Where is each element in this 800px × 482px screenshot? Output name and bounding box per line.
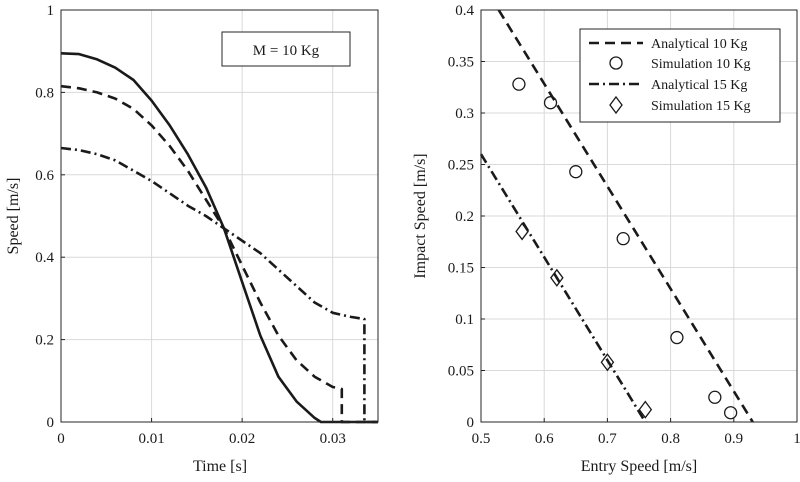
- left-y-axis-label: Speed [m/s]: [5, 178, 22, 255]
- speed-curve-dash-dot: [60, 146, 378, 424]
- legend-analytical-10-label: Analytical 10 Kg: [651, 37, 747, 52]
- right-y-tick-label: 0.35: [448, 55, 474, 71]
- right-chart: 0.5 0.6 0.7 0.8 0.9 1 0 0.05 0.1 0.15 0.2 0.25 0.3 0.…: [412, 3, 800, 475]
- right-x-tick-label: 0.7: [598, 431, 617, 447]
- right-y-tick-label: 0.25: [448, 158, 474, 174]
- left-chart: 0 0.01 0.02 0.03 0 0.2 0.4 0.6 0.8 1 M = 10 Kg Ti…: [5, 3, 379, 475]
- simulation-10-kg-point: [616, 232, 630, 246]
- left-x-tick-label: 0.02: [229, 431, 255, 447]
- simulation-10-kg-point: [708, 390, 722, 404]
- legend-simulation-10-label: Simulation 10 Kg: [651, 57, 751, 72]
- legend-frame: [579, 28, 781, 123]
- simulation-15-kg-point: [515, 222, 529, 241]
- left-y-tick-label: 0.4: [35, 250, 54, 266]
- simulation-15-kg-point: [550, 268, 564, 287]
- right-x-tick-label: 0.5: [472, 431, 491, 447]
- right-x-tick-label: 0.9: [724, 431, 743, 447]
- right-y-tick-label: 0.1: [455, 312, 474, 328]
- left-annotation-box: M = 10 Kg: [221, 31, 351, 67]
- left-y-tick-label: 0.2: [35, 333, 54, 349]
- left-x-tick-label: 0.03: [320, 431, 346, 447]
- speed-curve-dashed: [60, 84, 378, 424]
- right-x-tick-label: 0.8: [661, 431, 680, 447]
- left-y-tick-label: 1: [47, 3, 55, 19]
- right-y-tick-label: 0: [467, 415, 475, 431]
- right-y-tick-label: 0.3: [455, 106, 474, 122]
- simulation-10-kg-point: [670, 330, 684, 345]
- legend-simulation-10-swatch: [609, 56, 623, 70]
- analytical-10-kg-line: [497, 9, 754, 423]
- left-x-axis-label: Time [s]: [193, 458, 247, 475]
- simulation-10-kg-point: [569, 165, 583, 179]
- left-y-tick-label: 0.8: [35, 85, 54, 101]
- left-x-tick-label: 0.01: [138, 431, 164, 447]
- legend-simulation-15-label: Simulation 15 Kg: [651, 99, 751, 114]
- right-y-tick-label: 0.4: [455, 3, 474, 19]
- simulation-10-kg-point: [512, 77, 526, 91]
- simulation-10-kg-point: [723, 406, 738, 420]
- right-x-tick-label: 0.6: [535, 431, 554, 447]
- legend-analytical-15-label: Analytical 15 Kg: [651, 78, 747, 93]
- left-y-tick-label: 0: [47, 415, 55, 431]
- annotation-frame: [221, 31, 351, 67]
- speed-curve-solid: [60, 52, 378, 424]
- left-y-tick-label: 0.6: [35, 168, 54, 184]
- simulation-15-kg-point: [638, 400, 653, 419]
- right-y-tick-label: 0.05: [448, 364, 474, 380]
- right-x-tick-label: 1: [793, 431, 800, 447]
- legend-simulation-15-swatch: [609, 95, 623, 115]
- right-x-axis-label: Entry Speed [m/s]: [581, 458, 697, 475]
- right-y-tick-label: 0.2: [455, 209, 474, 225]
- simulation-10-kg-point: [543, 96, 558, 110]
- right-y-axis-label: Impact Speed [m/s]: [412, 153, 429, 278]
- left-x-tick-label: 0: [57, 431, 65, 447]
- annotation-text: M = 10 Kg: [253, 43, 320, 59]
- right-y-tick-label: 0.15: [448, 261, 474, 277]
- analytical-15-kg-line: [479, 153, 647, 423]
- simulation-15-kg-point: [600, 353, 615, 372]
- left-plot-frame: [60, 9, 379, 423]
- right-legend: Analytical 10 Kg Simulation 10 Kg Analyt…: [579, 28, 781, 123]
